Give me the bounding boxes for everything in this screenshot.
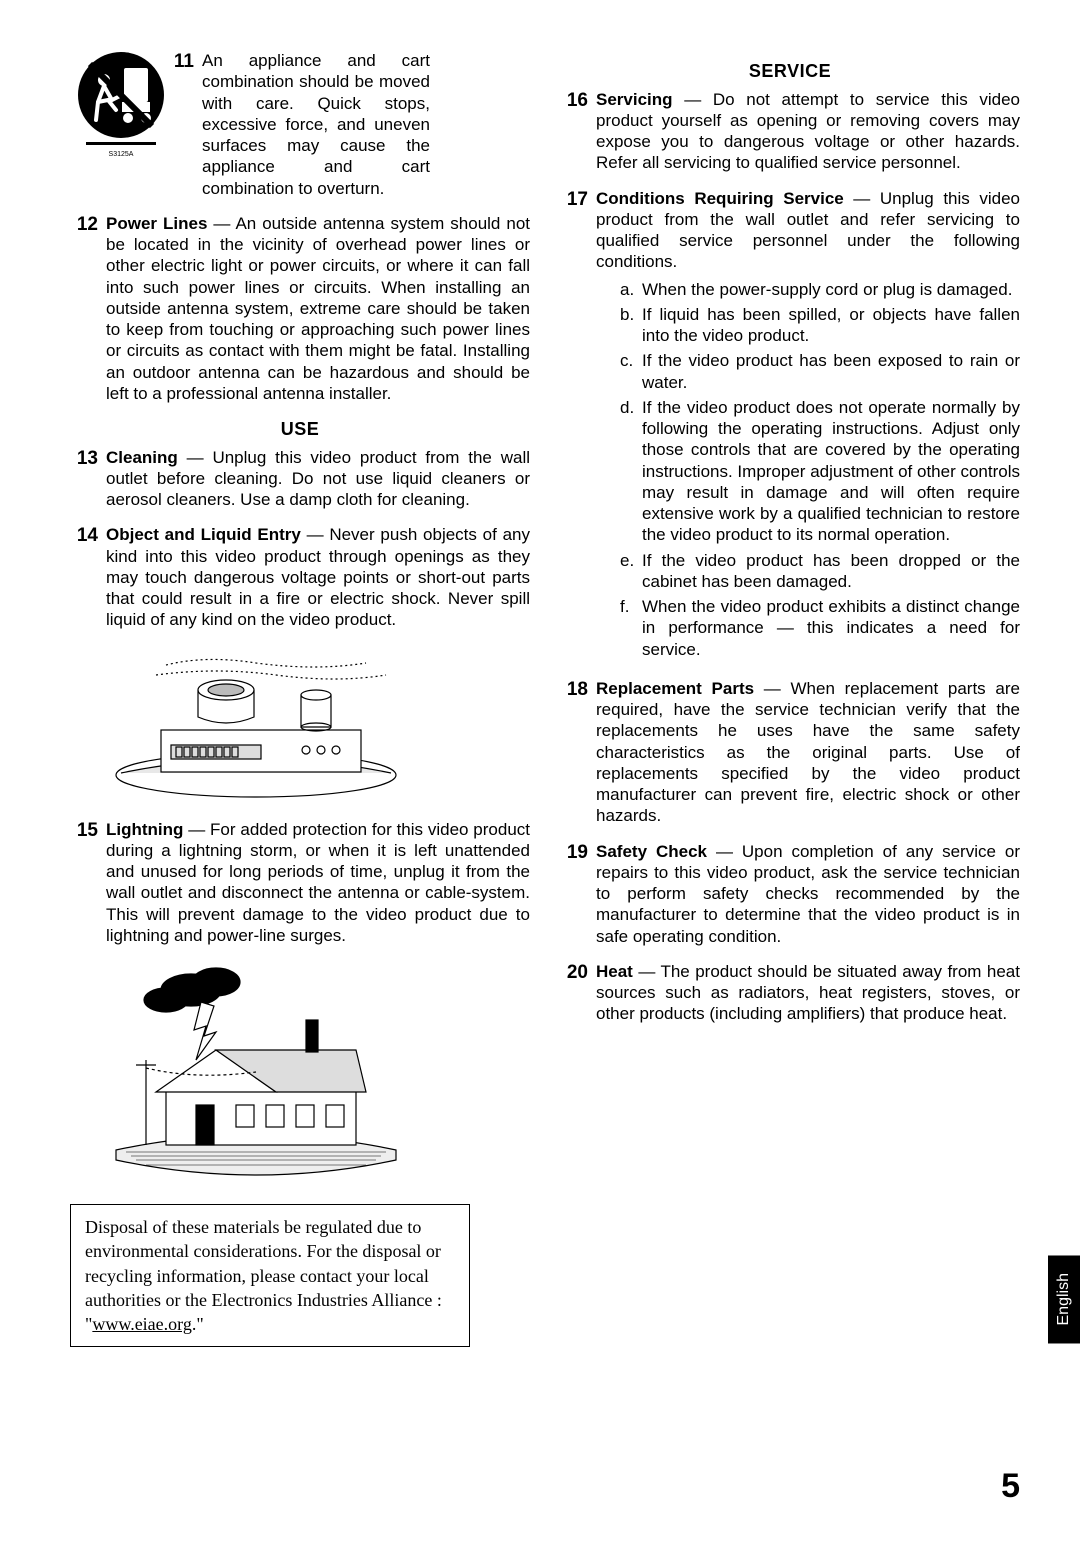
cart-warning-icon: S3125A	[76, 50, 166, 193]
item-17-sublist: a. When the power-supply cord or plug is…	[620, 279, 1020, 660]
subitem-e: e. If the video product has been dropped…	[620, 550, 1020, 593]
disposal-url[interactable]: www.eiae.org	[92, 1314, 191, 1334]
left-column: S3125A 11 An appliance and cart combinat…	[70, 50, 530, 1347]
item-text: An appliance and cart combination should…	[202, 50, 530, 199]
vcr-liquid-illustration	[106, 645, 530, 805]
item-11: S3125A 11 An appliance and cart combinat…	[70, 50, 530, 199]
item-number: 16	[560, 89, 596, 174]
item-text: Heat — The product should be situated aw…	[596, 961, 1020, 1025]
item-13: 13 Cleaning — Unplug this video product …	[70, 447, 530, 511]
item-term: Lightning	[106, 820, 183, 839]
item-17: 17 Conditions Requiring Service — Unplug…	[560, 188, 1020, 664]
page-number: 5	[1001, 1465, 1020, 1508]
item-number: 14	[70, 524, 106, 630]
language-tab[interactable]: English	[1048, 1255, 1080, 1343]
item-text: Safety Check — Upon completion of any se…	[596, 841, 1020, 947]
manual-page: S3125A 11 An appliance and cart combinat…	[0, 0, 1080, 1387]
right-column: SERVICE 16 Servicing — Do not attempt to…	[560, 50, 1020, 1347]
item-number: 20	[560, 961, 596, 1025]
disposal-text-post: ."	[192, 1314, 204, 1334]
item-text: Object and Liquid Entry — Never push obj…	[106, 524, 530, 630]
item-14: 14 Object and Liquid Entry — Never push …	[70, 524, 530, 630]
item-text: Cleaning — Unplug this video product fro…	[106, 447, 530, 511]
item-term: Cleaning	[106, 448, 178, 467]
item-term: Object and Liquid Entry	[106, 525, 301, 544]
item-number: 17	[560, 188, 596, 664]
subitem-b: b. If liquid has been spilled, or object…	[620, 304, 1020, 347]
item-18: 18 Replacement Parts — When replacement …	[560, 678, 1020, 827]
service-heading: SERVICE	[560, 60, 1020, 83]
item-term: Power Lines	[106, 214, 207, 233]
item-number: 11	[166, 50, 202, 199]
item-term: Servicing	[596, 90, 673, 109]
item-term: Heat	[596, 962, 633, 981]
item-text: Conditions Requiring Service — Unplug th…	[596, 188, 1020, 664]
item-number: 19	[560, 841, 596, 947]
item-12: 12 Power Lines — An outside antenna syst…	[70, 213, 530, 404]
item-number: 18	[560, 678, 596, 827]
subitem-d: d. If the video product does not operate…	[620, 397, 1020, 546]
item-number: 13	[70, 447, 106, 511]
item-text: Power Lines — An outside antenna system …	[106, 213, 530, 404]
use-heading: USE	[70, 418, 530, 441]
item-term: Conditions Requiring Service	[596, 189, 844, 208]
item-text: Servicing — Do not attempt to service th…	[596, 89, 1020, 174]
item-term: Safety Check	[596, 842, 707, 861]
item-text: Replacement Parts — When replacement par…	[596, 678, 1020, 827]
disposal-notice: Disposal of these materials be regulated…	[70, 1204, 470, 1347]
item-number: 15	[70, 819, 106, 947]
house-lightning-illustration	[106, 960, 530, 1190]
item-text: Lightning — For added protection for thi…	[106, 819, 530, 947]
item-19: 19 Safety Check — Upon completion of any…	[560, 841, 1020, 947]
subitem-f: f. When the video product exhibits a dis…	[620, 596, 1020, 660]
subitem-c: c. If the video product has been exposed…	[620, 350, 1020, 393]
subitem-a: a. When the power-supply cord or plug is…	[620, 279, 1020, 300]
cart-caption: S3125A	[109, 151, 134, 158]
item-15: 15 Lightning — For added protection for …	[70, 819, 530, 947]
item-20: 20 Heat — The product should be situated…	[560, 961, 1020, 1025]
item-term: Replacement Parts	[596, 679, 754, 698]
item-number: 12	[70, 213, 106, 404]
item-16: 16 Servicing — Do not attempt to service…	[560, 89, 1020, 174]
